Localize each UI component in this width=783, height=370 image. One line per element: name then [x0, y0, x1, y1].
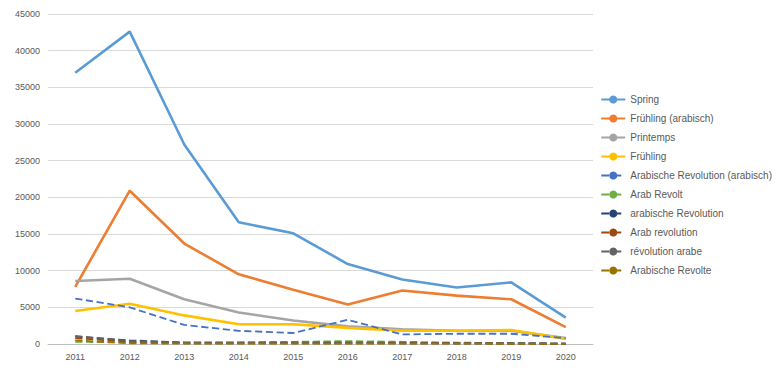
- svg-text:15000: 15000: [15, 229, 40, 239]
- svg-text:révolution arabe: révolution arabe: [630, 246, 702, 257]
- svg-text:2011: 2011: [66, 352, 85, 362]
- svg-text:2015: 2015: [283, 352, 303, 362]
- svg-text:2017: 2017: [392, 352, 412, 362]
- svg-text:10000: 10000: [15, 266, 40, 276]
- svg-text:2020: 2020: [556, 352, 576, 362]
- svg-text:2016: 2016: [338, 352, 358, 362]
- svg-text:Arab revolution: Arab revolution: [630, 227, 697, 238]
- svg-text:2014: 2014: [229, 352, 249, 362]
- svg-text:2019: 2019: [501, 352, 521, 362]
- svg-text:2018: 2018: [447, 352, 467, 362]
- svg-text:Printemps: Printemps: [630, 132, 675, 143]
- svg-text:35000: 35000: [15, 82, 40, 92]
- svg-text:Frühling (arabisch): Frühling (arabisch): [630, 113, 713, 124]
- svg-text:Arab Revolt: Arab Revolt: [630, 189, 682, 200]
- svg-text:Arabische Revolution (arabisch: Arabische Revolution (arabisch): [630, 170, 772, 181]
- svg-text:40000: 40000: [15, 46, 40, 56]
- svg-text:25000: 25000: [15, 156, 40, 166]
- svg-text:Frühling: Frühling: [630, 151, 666, 162]
- svg-text:20000: 20000: [15, 192, 40, 202]
- svg-text:30000: 30000: [15, 119, 40, 129]
- svg-text:Spring: Spring: [630, 94, 659, 105]
- svg-text:Arabische Revolte: Arabische Revolte: [630, 265, 712, 276]
- svg-text:0: 0: [35, 339, 40, 349]
- svg-text:45000: 45000: [15, 9, 40, 19]
- svg-text:arabische Revolution: arabische Revolution: [630, 208, 723, 219]
- svg-text:5000: 5000: [20, 302, 40, 312]
- svg-text:2012: 2012: [120, 352, 140, 362]
- svg-text:2013: 2013: [174, 352, 194, 362]
